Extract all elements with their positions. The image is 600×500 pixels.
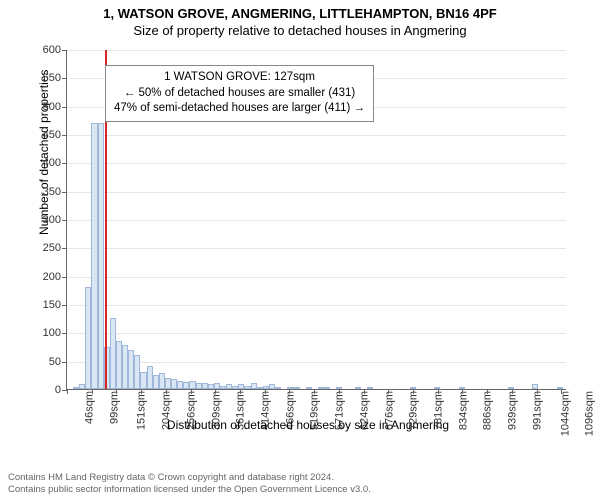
xtick-mark (512, 389, 513, 394)
ytick-mark (62, 305, 67, 306)
xtick-mark (191, 389, 192, 394)
gridline (67, 135, 566, 136)
ytick-mark (62, 362, 67, 363)
ytick-mark (62, 78, 67, 79)
xtick-mark (166, 389, 167, 394)
xtick-mark (67, 389, 68, 394)
gridline (67, 50, 566, 51)
xtick-mark (314, 389, 315, 394)
annotation-line3: 47% of semi-detached houses are larger (… (114, 101, 365, 117)
gridline (67, 220, 566, 221)
ytick-label: 350 (27, 186, 61, 198)
histogram-bar (293, 387, 299, 389)
xtick-mark (413, 389, 414, 394)
ytick-mark (62, 163, 67, 164)
histogram-bar (355, 387, 361, 389)
xtick-mark (438, 389, 439, 394)
gridline (67, 362, 566, 363)
histogram-bar (557, 387, 563, 389)
ytick-label: 150 (27, 299, 61, 311)
annotation-line1: 1 WATSON GROVE: 127sqm (114, 70, 365, 86)
gridline (67, 305, 566, 306)
xtick-mark (141, 389, 142, 394)
xtick-mark (388, 389, 389, 394)
footer-attribution: Contains HM Land Registry data © Crown c… (0, 472, 600, 496)
xtick-mark (265, 389, 266, 394)
ytick-mark (62, 192, 67, 193)
ytick-label: 50 (27, 356, 61, 368)
chart-container: Number of detached properties 1 WATSON G… (48, 50, 568, 420)
ytick-label: 200 (27, 271, 61, 283)
histogram-bar (336, 387, 342, 389)
xtick-mark (537, 389, 538, 394)
gridline (67, 333, 566, 334)
plot-area: 1 WATSON GROVE: 127sqm ← 50% of detached… (66, 50, 566, 390)
ytick-mark (62, 135, 67, 136)
ytick-label: 500 (27, 101, 61, 113)
ytick-mark (62, 333, 67, 334)
histogram-bar (532, 384, 538, 389)
xtick-mark (561, 389, 562, 394)
gridline (67, 277, 566, 278)
histogram-bar (275, 387, 281, 389)
ytick-mark (62, 107, 67, 108)
histogram-bar (306, 387, 312, 389)
xtick-mark (487, 389, 488, 394)
ytick-mark (62, 248, 67, 249)
xtick-mark (240, 389, 241, 394)
xtick-mark (215, 389, 216, 394)
histogram-bar (434, 387, 440, 389)
ytick-label: 300 (27, 214, 61, 226)
ytick-label: 450 (27, 129, 61, 141)
xtick-mark (339, 389, 340, 394)
ytick-mark (62, 50, 67, 51)
histogram-bar (410, 387, 416, 389)
xtick-mark (364, 389, 365, 394)
page-subtitle: Size of property relative to detached ho… (0, 23, 600, 38)
ytick-label: 100 (27, 327, 61, 339)
ytick-label: 250 (27, 242, 61, 254)
xtick-mark (116, 389, 117, 394)
annotation-line2: ← 50% of detached houses are smaller (43… (114, 86, 365, 102)
histogram-bar (459, 387, 465, 389)
ytick-mark (62, 277, 67, 278)
xtick-mark (289, 389, 290, 394)
gridline (67, 248, 566, 249)
gridline (67, 192, 566, 193)
xtick-label: 1096sqm (584, 391, 596, 436)
xtick-mark (92, 389, 93, 394)
ytick-label: 400 (27, 157, 61, 169)
histogram-bar (367, 387, 373, 389)
ytick-mark (62, 220, 67, 221)
page-title: 1, WATSON GROVE, ANGMERING, LITTLEHAMPTO… (0, 6, 600, 21)
histogram-bar (324, 387, 330, 389)
xtick-mark (462, 389, 463, 394)
ytick-label: 0 (27, 384, 61, 396)
ytick-label: 600 (27, 44, 61, 56)
footer-line2: Contains public sector information licen… (8, 484, 592, 496)
gridline (67, 163, 566, 164)
footer-line1: Contains HM Land Registry data © Crown c… (8, 472, 592, 484)
y-axis-label: Number of detached properties (37, 70, 51, 235)
histogram-bar (508, 387, 514, 389)
ytick-label: 550 (27, 72, 61, 84)
x-axis-label: Distribution of detached houses by size … (48, 418, 568, 432)
annotation-box: 1 WATSON GROVE: 127sqm ← 50% of detached… (105, 65, 374, 122)
